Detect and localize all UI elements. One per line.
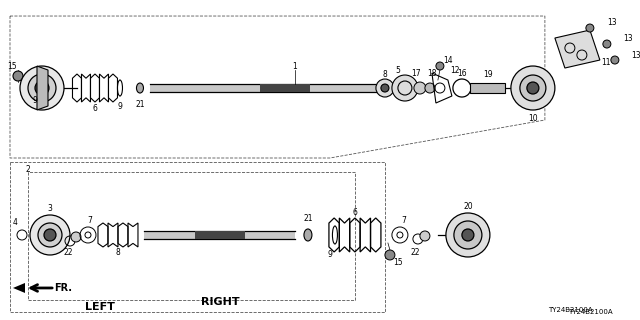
- Text: FR.: FR.: [54, 283, 72, 293]
- Circle shape: [462, 229, 474, 241]
- Circle shape: [381, 84, 389, 92]
- Text: TY24B2100A: TY24B2100A: [548, 307, 592, 313]
- Circle shape: [520, 75, 546, 101]
- Circle shape: [44, 229, 56, 241]
- Text: 13: 13: [631, 51, 640, 60]
- Text: 9: 9: [33, 95, 37, 105]
- Text: TY24B2100A: TY24B2100A: [568, 309, 612, 315]
- Polygon shape: [555, 30, 600, 68]
- Circle shape: [376, 79, 394, 97]
- Text: 8: 8: [383, 69, 387, 78]
- Text: 4: 4: [13, 219, 17, 228]
- Polygon shape: [13, 283, 25, 293]
- Text: 9: 9: [328, 251, 332, 260]
- Text: 14: 14: [443, 56, 452, 65]
- Circle shape: [20, 66, 64, 110]
- Text: 21: 21: [135, 100, 145, 108]
- Circle shape: [586, 24, 594, 32]
- Circle shape: [446, 213, 490, 257]
- Text: 22: 22: [63, 249, 73, 258]
- Polygon shape: [260, 84, 310, 92]
- Circle shape: [436, 62, 444, 70]
- Text: 10: 10: [528, 114, 538, 123]
- Text: 5: 5: [396, 66, 401, 75]
- Circle shape: [603, 40, 611, 48]
- Text: 9: 9: [118, 101, 122, 110]
- Circle shape: [527, 82, 539, 94]
- Circle shape: [611, 56, 619, 64]
- Text: 2: 2: [26, 165, 30, 174]
- Polygon shape: [144, 231, 295, 239]
- Text: 18: 18: [427, 68, 436, 77]
- Circle shape: [28, 74, 56, 102]
- Ellipse shape: [136, 83, 143, 93]
- Circle shape: [385, 250, 395, 260]
- Polygon shape: [195, 231, 245, 239]
- Text: 16: 16: [457, 68, 467, 77]
- Circle shape: [511, 66, 555, 110]
- Circle shape: [13, 71, 23, 81]
- Text: 12: 12: [450, 66, 460, 75]
- Text: 21: 21: [303, 214, 313, 223]
- Text: 7: 7: [88, 217, 92, 226]
- Ellipse shape: [304, 229, 312, 241]
- Text: 6: 6: [353, 209, 357, 218]
- Text: 1: 1: [292, 61, 298, 70]
- Circle shape: [71, 232, 81, 242]
- Text: LEFT: LEFT: [85, 302, 115, 312]
- Circle shape: [414, 82, 426, 94]
- Circle shape: [30, 215, 70, 255]
- Text: 3: 3: [47, 204, 52, 213]
- Polygon shape: [37, 66, 48, 110]
- Text: 13: 13: [623, 34, 633, 43]
- Text: 19: 19: [483, 69, 493, 78]
- Circle shape: [35, 81, 49, 95]
- Circle shape: [425, 83, 435, 93]
- Text: 15: 15: [393, 259, 403, 268]
- Circle shape: [38, 223, 62, 247]
- Text: RIGHT: RIGHT: [201, 297, 239, 307]
- Text: 20: 20: [463, 203, 473, 212]
- Text: 6: 6: [93, 103, 97, 113]
- Circle shape: [420, 231, 430, 241]
- Text: 15: 15: [7, 61, 17, 70]
- Text: 22: 22: [410, 249, 420, 258]
- Text: 11: 11: [601, 58, 611, 67]
- Text: 13: 13: [607, 18, 617, 27]
- Text: 8: 8: [116, 249, 120, 258]
- Polygon shape: [470, 83, 505, 93]
- Circle shape: [392, 75, 418, 101]
- Text: 17: 17: [411, 68, 420, 77]
- Polygon shape: [150, 84, 395, 92]
- Text: 7: 7: [401, 217, 406, 226]
- Circle shape: [454, 221, 482, 249]
